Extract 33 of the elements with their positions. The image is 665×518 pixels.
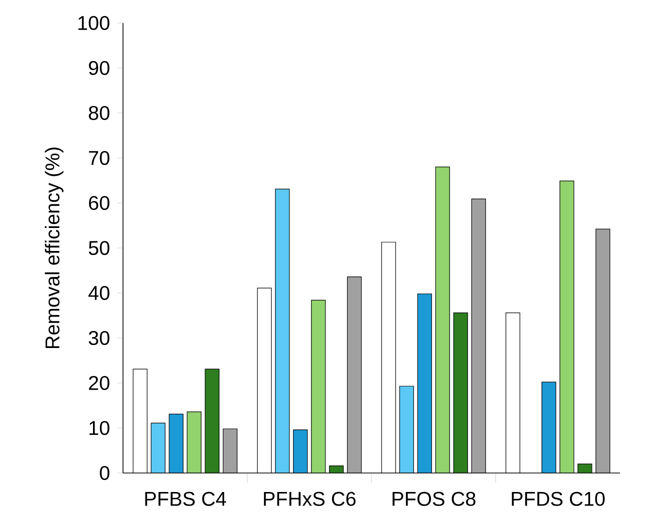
bar [311, 300, 326, 473]
y-tick-label: 90 [88, 60, 110, 76]
bar [399, 386, 414, 473]
bar [168, 414, 184, 473]
bar [560, 180, 574, 473]
y-tick-label: 0 [100, 466, 110, 480]
bar [293, 429, 308, 473]
y-tick-label: 50 [88, 240, 110, 256]
y-tick-label: 20 [89, 376, 110, 390]
bar [435, 166, 450, 473]
x-tick-label: PFOS C8 [392, 492, 476, 506]
bar [150, 422, 166, 473]
bar [347, 276, 362, 473]
bar [204, 368, 220, 473]
bar [471, 198, 486, 473]
y-tick-label: 70 [89, 150, 110, 166]
y-tick-label: 10 [90, 420, 110, 436]
x-tick-label: PFBS C4 [145, 492, 226, 506]
y-tick-label: 80 [88, 106, 110, 120]
bar [275, 188, 290, 473]
y-tick-label: 30 [88, 330, 110, 346]
bar [417, 294, 432, 473]
x-tick-label: PFDS C10 [512, 492, 605, 506]
y-tick-label: 100 [78, 16, 110, 30]
y-tick-label: 40 [88, 286, 110, 300]
bar [453, 312, 468, 473]
bar [542, 382, 556, 473]
y-axis-title: Removal efficiency (%) [44, 148, 64, 348]
bar [186, 411, 202, 473]
bar [596, 228, 610, 473]
y-tick-label: 60 [89, 196, 110, 210]
x-tick-label: PFHxS C6 [264, 492, 356, 506]
bar [222, 428, 238, 473]
